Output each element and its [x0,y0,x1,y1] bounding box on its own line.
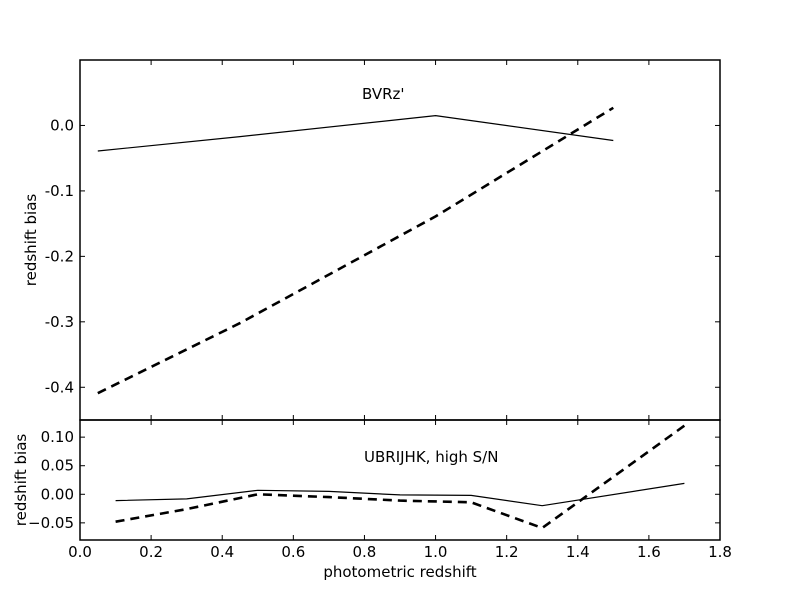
top-panel: -0.4 -0.3 -0.2 -0.1 0.0 BVRz' redshift bias [22,59,721,421]
x-tick-label: 0.6 [281,543,305,561]
y-tick-label: -0.2 [45,247,74,265]
y-tick-label: 0.0 [50,116,74,134]
axes-frame [79,59,721,421]
y-tick-label: 0.10 [41,428,74,446]
y-axis-label: redshift bias [12,434,30,527]
series-line-dashed [115,424,686,530]
panel-annotation: UBRIJHK, high S/N [364,448,498,466]
y-tick-label: 0.05 [41,457,74,475]
y-tick-label: -0.4 [45,378,74,396]
x-tick-label: 1.4 [566,543,590,561]
x-axis-label: photometric redshift [323,563,476,581]
x-tick-label: 1.8 [708,543,732,561]
x-tick-label: 0.2 [139,543,163,561]
x-tick-label: 0.0 [68,543,92,561]
series-line-solid [115,482,685,507]
x-tick-label: 1.0 [424,543,448,561]
x-tick-label: 1.2 [495,543,519,561]
y-tick-label: 0.00 [41,485,74,503]
y-tick-label: −0.05 [28,514,74,532]
series-line-solid [97,114,614,152]
y-tick-label: -0.1 [45,182,74,200]
x-tick-label: 0.4 [210,543,234,561]
panel-annotation: BVRz' [362,85,405,103]
y-axis-label: redshift bias [22,194,40,287]
y-tick-label: -0.3 [45,313,74,331]
bottom-panel: 0.0 0.2 0.4 0.6 0.8 1.0 1.2 1.4 1.6 1.8 −0.05 0.00 0… [12,419,732,581]
series-line-dashed [97,106,614,395]
axes-frame [79,419,721,541]
x-tick-label: 0.8 [353,543,377,561]
x-tick-label: 1.6 [637,543,661,561]
